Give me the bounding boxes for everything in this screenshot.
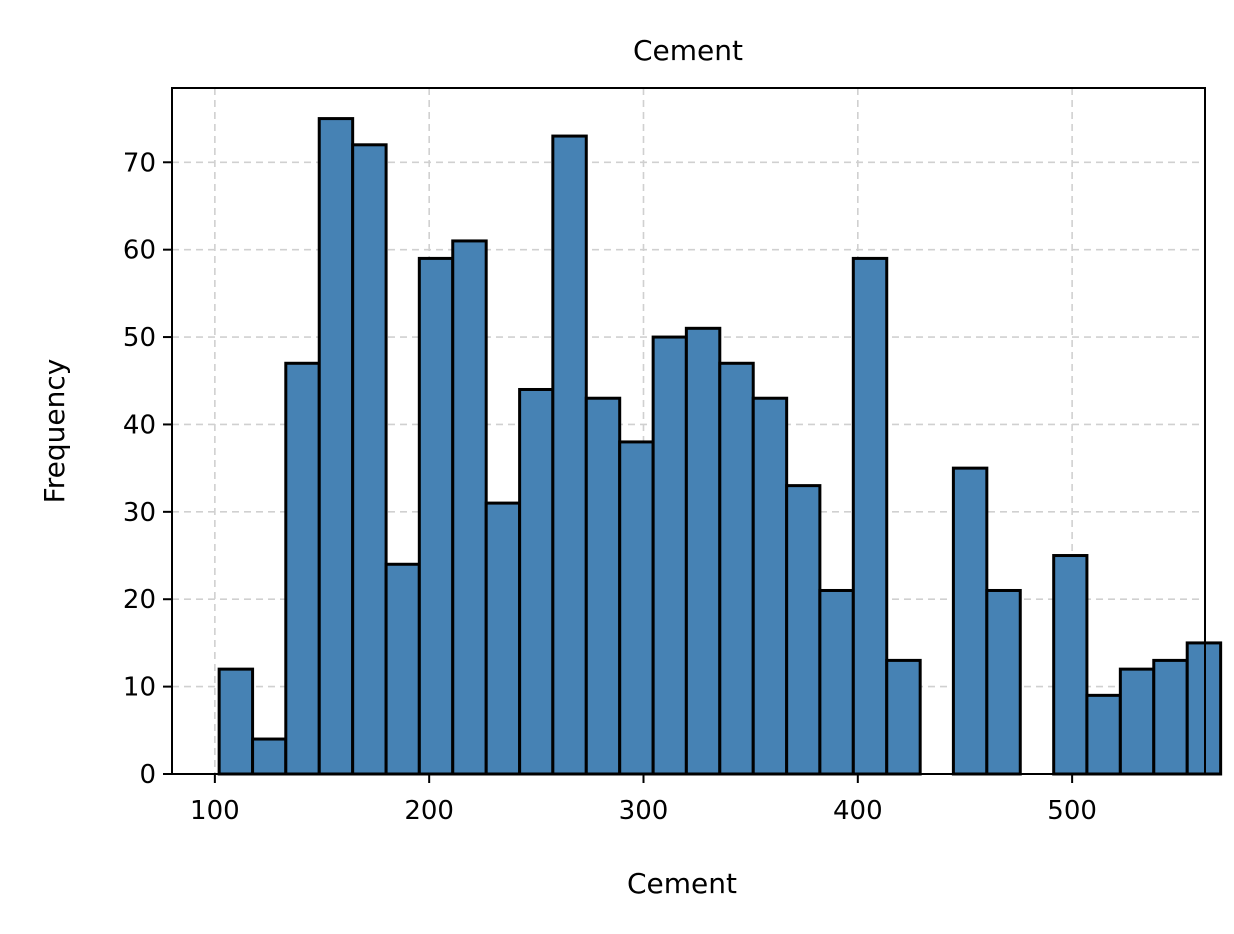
histogram-bar [985,588,1022,776]
histogram-bar [584,396,622,776]
histogram-bar [451,239,488,776]
histogram-bar [718,361,755,776]
histogram-bar [1185,641,1223,776]
histogram-bar [1085,693,1122,776]
y-tick-label: 20 [123,585,156,615]
histogram-bar [317,117,355,776]
histogram-bar [851,256,889,776]
histogram-bar [351,143,388,776]
histogram-bar [684,326,722,776]
y-tick-label: 70 [123,148,156,178]
y-tick-label: 40 [123,410,156,440]
histogram-bar [618,440,655,776]
histogram-bar [217,667,255,776]
histogram-bar [818,588,855,776]
histogram-bar [484,501,522,776]
y-axis-label: Frequency [38,359,71,504]
y-tick-label: 30 [123,498,156,528]
x-axis-label: Cement [627,867,737,900]
histogram-bar [651,335,688,776]
histogram-bar [885,658,922,776]
histogram-bar [785,484,822,776]
histogram-bar [951,466,989,776]
histogram-bar [1152,658,1189,776]
x-tick-label: 400 [833,796,883,826]
chart-title: Cement [633,34,743,67]
plot-frame [171,87,1206,775]
histogram-bar [1052,554,1089,776]
x-axis-ticks: 100 200 300 400 500 [190,774,1097,826]
histogram-bar [384,562,421,776]
x-tick-label: 100 [190,796,240,826]
x-tick-label: 200 [404,796,454,826]
histogram-bars [217,117,1223,776]
y-tick-label: 50 [123,323,156,353]
histogram-bar [518,387,555,776]
x-tick-label: 300 [619,796,669,826]
y-tick-label: 10 [123,673,156,703]
x-tick-label: 500 [1047,796,1097,826]
histogram-bar [417,256,455,776]
histogram-bar [1118,667,1156,776]
y-axis-ticks: 0 10 20 30 40 50 60 70 [123,148,172,790]
y-tick-label: 60 [123,236,156,266]
histogram-bar [551,134,588,776]
y-tick-label: 0 [139,760,156,790]
histogram-bar [284,361,321,776]
histogram-bar [251,737,288,776]
histogram-bar [751,396,789,776]
